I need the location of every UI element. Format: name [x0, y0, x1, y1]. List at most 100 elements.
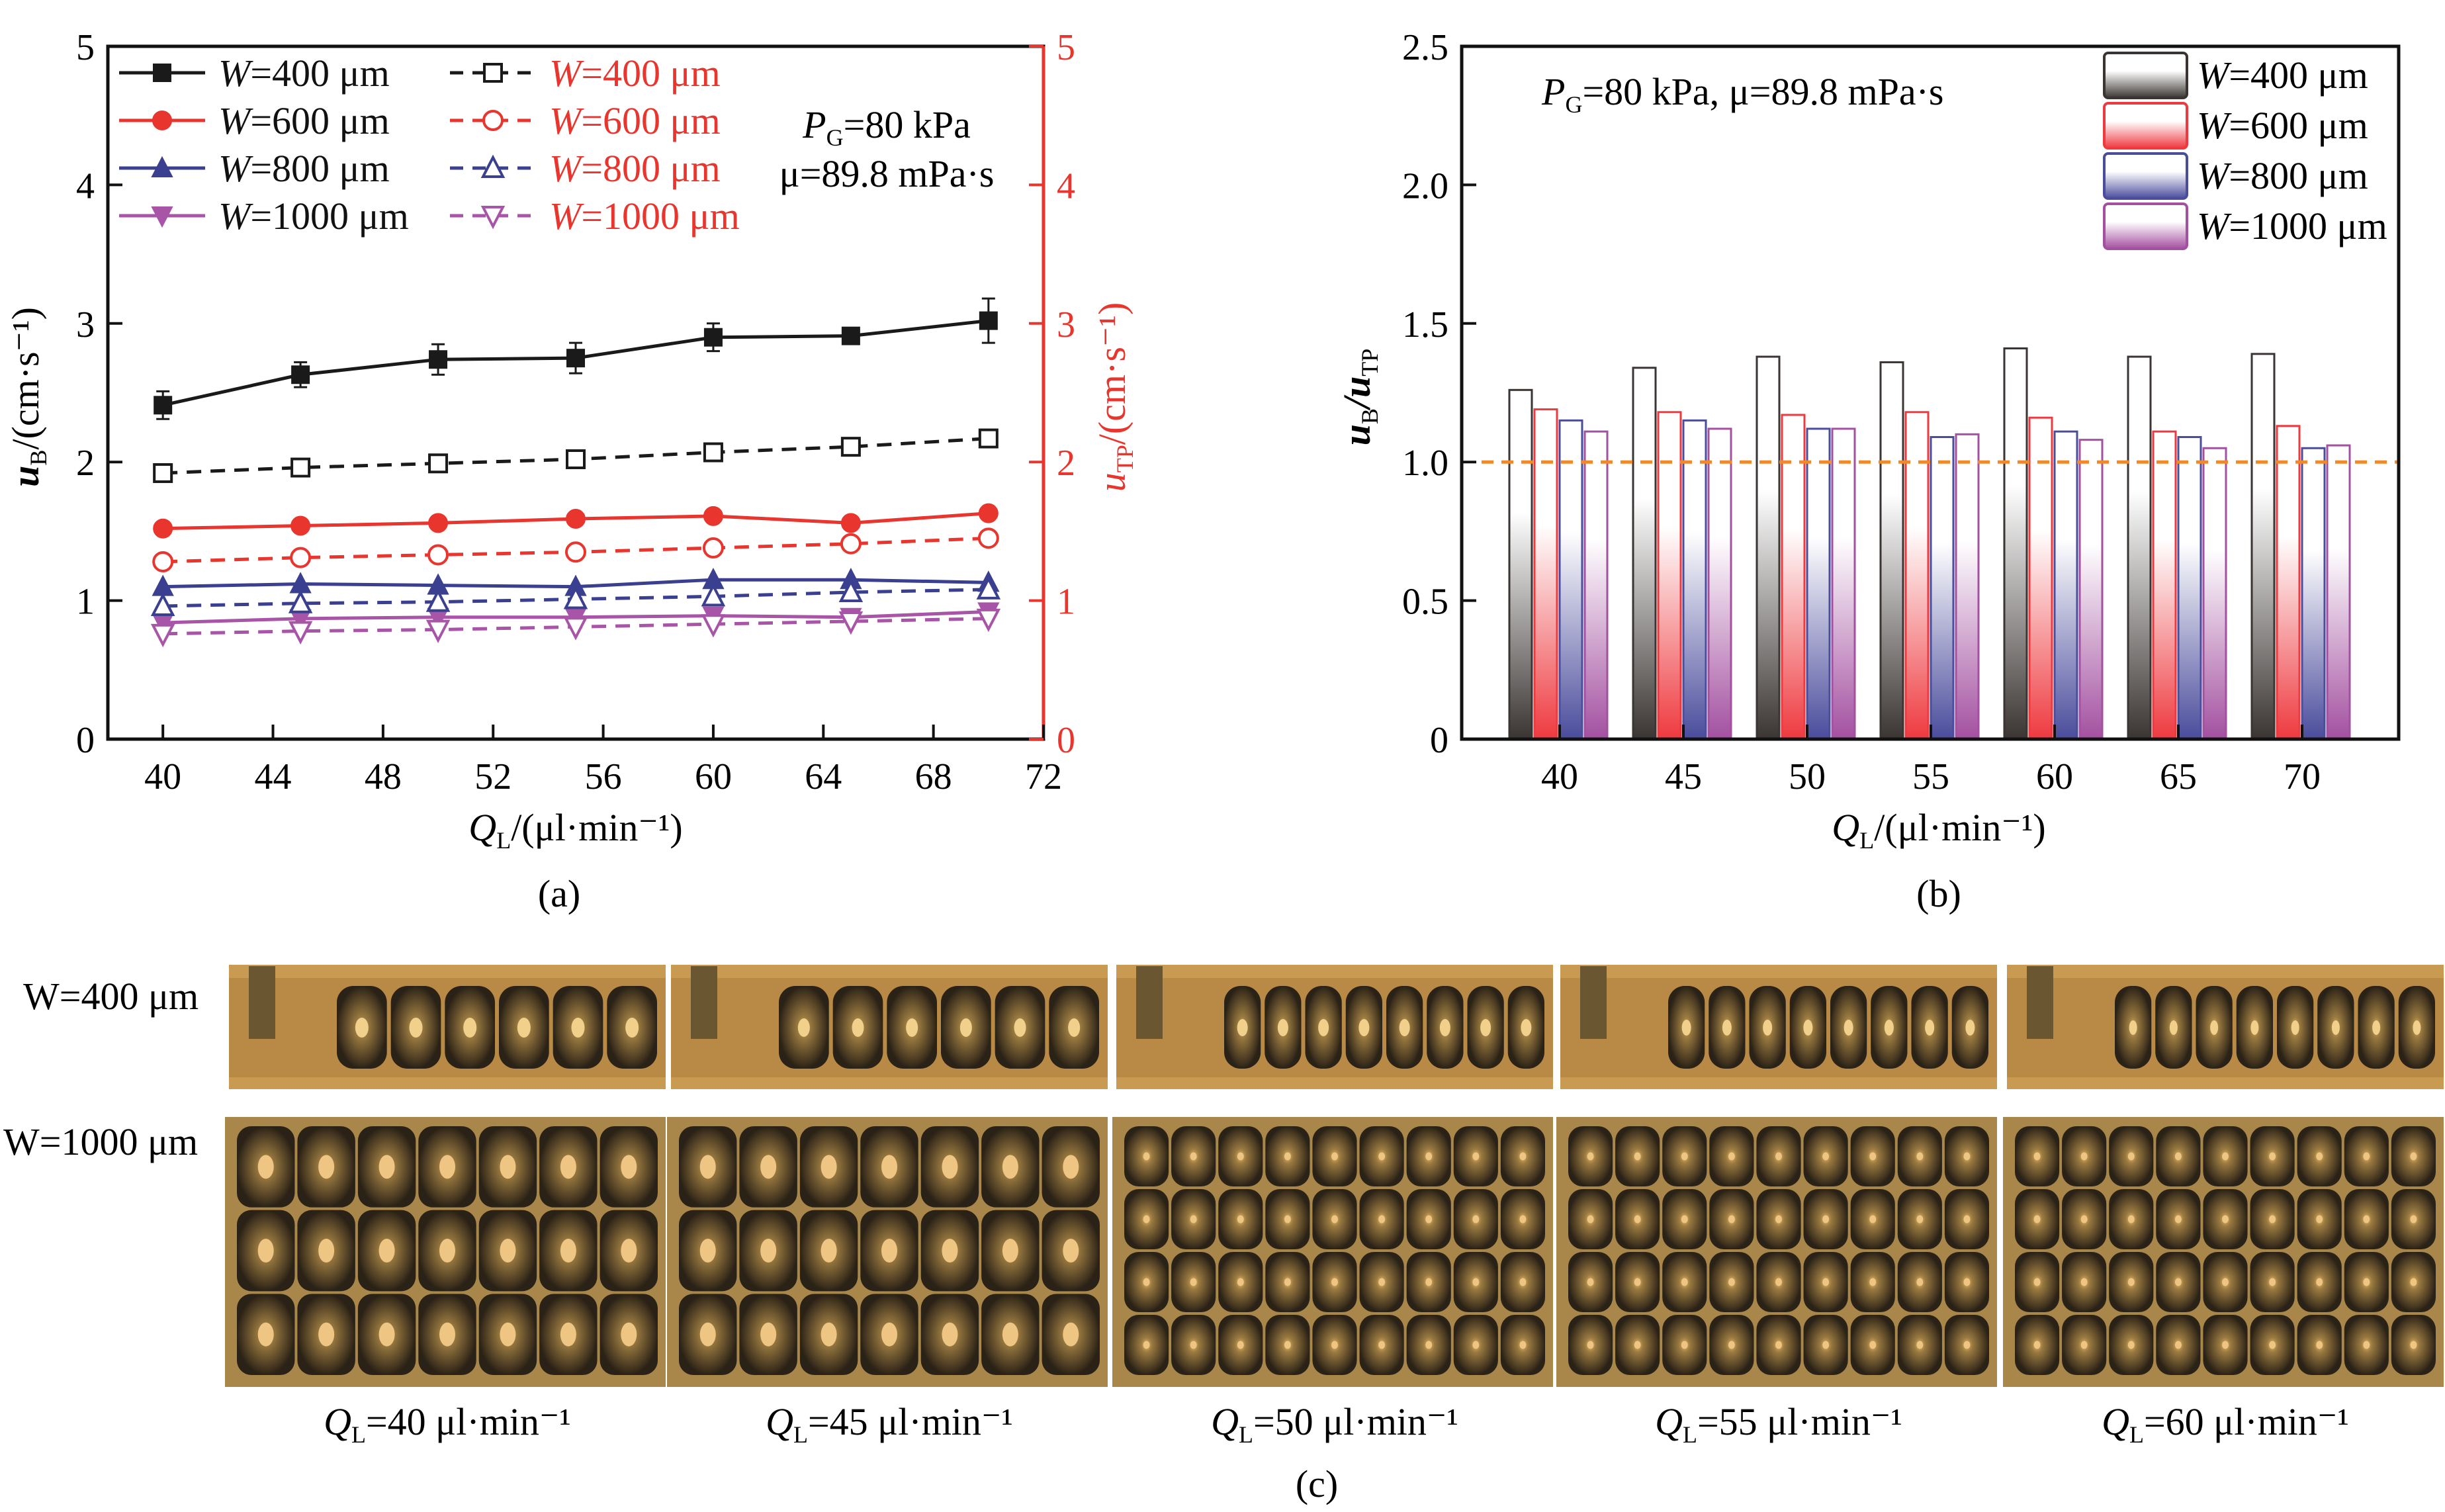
data-point	[429, 350, 448, 369]
data-point	[566, 349, 585, 368]
bar-45-series-2	[1682, 419, 1707, 740]
photo-column-label: QL=60 μl·min⁻¹	[2102, 1400, 2349, 1448]
y2-tick-label: 2	[1057, 443, 1075, 484]
panel-a-y2-axis-label: uTP/(cm·s⁻¹)	[1090, 302, 1138, 492]
data-point	[976, 576, 1001, 600]
panel-b-y-axis-label: uB/uTP	[1335, 349, 1383, 446]
photo-row-label-w1000: W=1000 μm	[3, 1120, 198, 1163]
data-point	[566, 449, 586, 470]
data-point	[425, 619, 451, 643]
data-point	[288, 590, 313, 613]
x-tick-label: 45	[1665, 756, 1702, 797]
series-ub-0	[154, 297, 998, 420]
x-tick-label: 60	[695, 756, 732, 797]
panel-b-bar-chart: 40 45 50 55 60 65 70 0 0.5 1.0 1.5 2.0 2.5 QL/(μl·mi…	[1335, 27, 2401, 915]
data-point	[703, 506, 723, 526]
data-point	[702, 537, 724, 559]
bar-55-series-3	[1955, 433, 1980, 740]
panel-b-x-axis-label: QL/(μl·min⁻¹)	[1832, 806, 2045, 854]
x-tick-label: 40	[1541, 756, 1578, 797]
y2-tick-label: 3	[1057, 304, 1075, 345]
panel-b-marks	[1482, 347, 2399, 740]
bar-65-series-3	[2202, 447, 2227, 740]
bar-70-series-1	[2276, 425, 2301, 740]
data-point	[153, 518, 173, 539]
photo-column-label: QL=50 μl·min⁻¹	[1211, 1400, 1458, 1448]
photo-w400-q60	[2007, 965, 2444, 1089]
bar-60-series-2	[2053, 430, 2078, 740]
bar-50-series-0	[1756, 355, 1781, 740]
bar-50-series-2	[1806, 427, 1831, 740]
x-tick-label: 60	[2036, 756, 2073, 797]
data-point	[290, 457, 311, 478]
photo-row-label-w400: W=400 μm	[23, 975, 199, 1018]
bar-55-series-0	[1879, 361, 1904, 740]
data-point	[291, 365, 310, 384]
bar-60-series-0	[2003, 347, 2028, 740]
bar-65-series-0	[2127, 355, 2152, 740]
legend-marker	[482, 110, 504, 131]
series-utp-5	[152, 527, 999, 572]
legend-marker	[483, 63, 503, 83]
bar-45-series-3	[1707, 427, 1732, 740]
legend-swatch	[2103, 52, 2188, 99]
legend-label: W=400 μm	[549, 52, 721, 95]
legend-marker	[151, 206, 173, 228]
bar-55-series-1	[1904, 411, 1930, 740]
data-point	[150, 592, 175, 616]
bar-70-series-0	[2250, 353, 2276, 740]
data-point	[976, 608, 1001, 633]
data-point	[701, 582, 726, 607]
y-tick-label: 0	[1430, 720, 1448, 761]
photo-w1000-q55	[1556, 1117, 1997, 1387]
legend-label: W=800 μm	[549, 147, 721, 190]
panel-a-y-axis-label: uB/(cm·s⁻¹)	[4, 307, 52, 487]
data-point	[978, 428, 999, 449]
bar-60-series-3	[2078, 439, 2104, 740]
photo-w400-q40	[229, 965, 666, 1089]
y-tick-label: 1.5	[1402, 304, 1448, 345]
series-ub-1	[153, 503, 999, 539]
series-utp-6	[150, 576, 1001, 616]
y-tick-label: 2	[76, 443, 95, 484]
photo-column-label: QL=55 μl·min⁻¹	[1655, 1400, 1902, 1448]
legend-label: W=1000 μm	[2197, 204, 2387, 247]
x-tick-label: 55	[1912, 756, 1949, 797]
legend-label: W=600 μm	[2197, 104, 2368, 147]
legend-label: W=600 μm	[549, 99, 721, 142]
data-point	[978, 503, 999, 523]
legend-label: W=1000 μm	[218, 195, 409, 238]
legend-swatch	[2103, 202, 2188, 250]
legend-marker	[153, 64, 171, 82]
bar-40-series-3	[1583, 430, 1609, 740]
panel-c-photos: W=400 μm W=1000 μm QL=40 μl·min⁻¹ QL=45 μ…	[3, 965, 2444, 1505]
y-tick-label: 1	[76, 582, 95, 623]
data-point	[840, 533, 862, 555]
photo-w400-q55	[1560, 965, 1997, 1089]
x-tick-label: 48	[365, 756, 402, 797]
data-point	[703, 328, 723, 347]
legend-marker	[480, 154, 506, 178]
panel-b-ticks: 40 45 50 55 60 65 70 0 0.5 1.0 1.5 2.0 2.5	[1402, 27, 2321, 797]
data-point	[428, 453, 449, 474]
y-tick-label: 5	[76, 27, 95, 68]
legend-marker	[152, 111, 172, 130]
x-tick-label: 44	[255, 756, 292, 797]
bar-40-series-1	[1533, 408, 1558, 740]
photo-w400-q50	[1116, 965, 1553, 1089]
bar-45-series-1	[1657, 411, 1682, 740]
legend-label: W=400 μm	[218, 52, 390, 95]
data-point	[428, 513, 449, 533]
series-utp-4	[153, 428, 999, 483]
data-point	[838, 611, 864, 635]
data-point	[566, 509, 586, 529]
data-point	[979, 311, 998, 330]
data-point	[425, 588, 451, 612]
panel-a-marks	[150, 297, 1001, 648]
panel-a-x-axis-label: QL/(μl·min⁻¹)	[468, 806, 682, 854]
legend-marker	[480, 206, 506, 230]
photo-column-label: QL=40 μl·min⁻¹	[324, 1400, 571, 1448]
